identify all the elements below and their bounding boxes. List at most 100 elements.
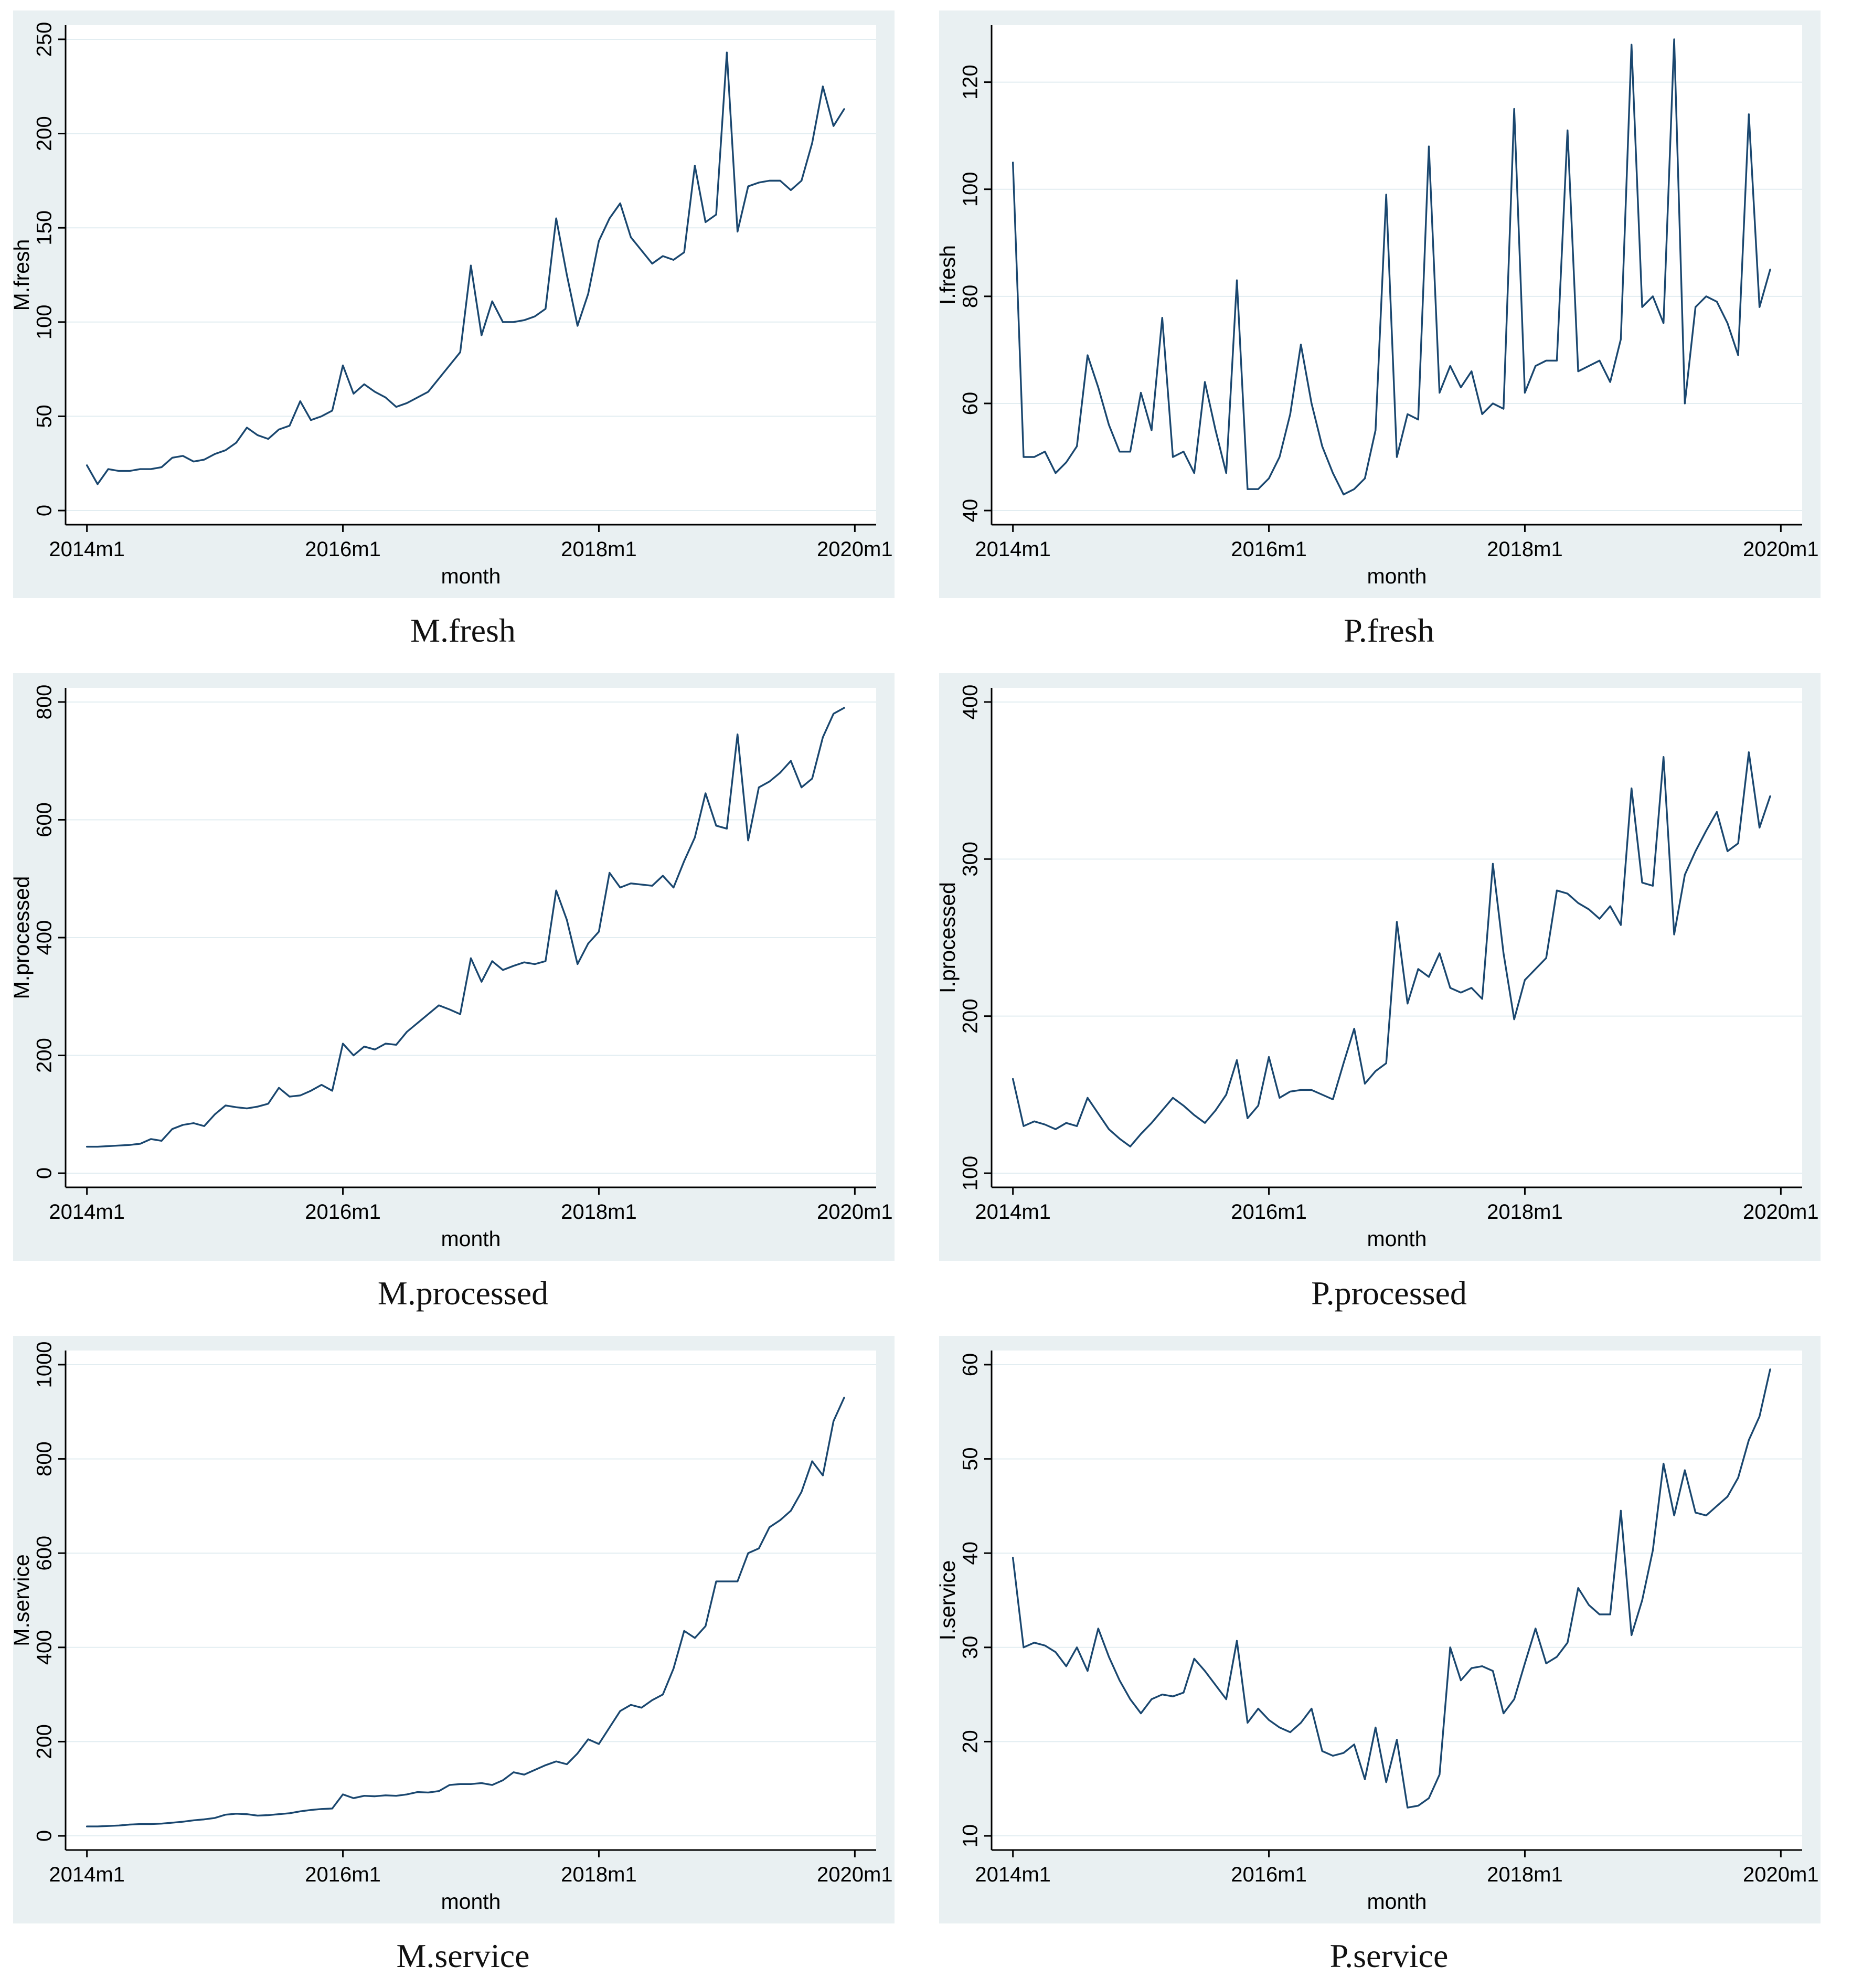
y-tick-label: 600 [33,802,56,837]
y-tick-label: 0 [33,1167,56,1179]
plot-area [992,688,1802,1187]
chart-panel-m-service: 0 200 400 600 800 1000 2014m1 2016m1 2018m1 2020m… [0,1325,926,1988]
y-tick-label: 60 [959,392,982,416]
y-tick-label: 0 [33,1830,56,1842]
y-tick-label: 200 [33,1724,56,1759]
chart-panel-m-fresh: 0 50 100 150 200 250 2014m1 2016m1 2018m1 2020m1 m… [0,0,926,663]
x-tick-label: 2014m1 [49,1200,125,1224]
x-tick-label: 2018m1 [561,1863,637,1886]
x-tick-label: 2020m1 [817,1200,893,1224]
x-tick-label: 2020m1 [1743,1200,1819,1224]
y-tick-label: 400 [33,1630,56,1665]
x-tick-label: 2018m1 [1487,538,1563,561]
y-tick-label: 200 [959,998,982,1034]
line-series [1012,38,1771,496]
chart-title: P.service [1329,1937,1449,1974]
x-tick-label: 2016m1 [305,1863,381,1886]
x-tick-label: 2018m1 [1487,1200,1563,1224]
line-series [86,1397,845,1827]
y-tick-label: 100 [959,172,982,207]
y-tick-label: 80 [959,285,982,309]
y-axis-title: I.fresh [939,245,960,305]
line-series [86,707,845,1148]
y-axis-title: M.fresh [13,239,34,311]
y-tick-label: 10 [959,1824,982,1848]
y-tick-label: 150 [33,210,56,246]
plot-area [992,1351,1802,1850]
chart-title: M.fresh [410,611,516,649]
y-tick-label: 30 [959,1636,982,1660]
x-tick-label: 2020m1 [817,1863,893,1886]
x-axis-title: month [1367,564,1427,588]
chart-frame: 100 200 300 400 2014m1 2016m1 2018m1 2020m1 mont… [939,673,1821,1261]
chart-panel-p-processed: 100 200 300 400 2014m1 2016m1 2018m1 2020m1 mont… [926,663,1852,1325]
plot-area [66,25,876,525]
y-tick-label: 800 [33,685,56,720]
y-tick-label: 200 [33,116,56,151]
y-tick-label: 1000 [33,1341,56,1388]
x-axis-title: month [1367,1889,1427,1913]
y-tick-label: 800 [33,1441,56,1476]
x-axis-title: month [441,1227,501,1251]
line-chart-p-processed: 100 200 300 400 2014m1 2016m1 2018m1 2020m1 mont… [939,685,1819,1251]
x-tick-label: 2014m1 [975,538,1051,561]
y-tick-label: 600 [33,1536,56,1571]
line-series [1012,751,1771,1147]
y-tick-label: 40 [959,1542,982,1565]
line-chart-m-processed: 0 200 400 600 800 2014m1 2016m1 2018m1 2020m1 mon… [13,685,893,1251]
y-tick-label: 20 [959,1730,982,1753]
y-tick-label: 100 [959,1156,982,1191]
x-tick-label: 2020m1 [1743,1863,1819,1886]
y-tick-label: 120 [959,65,982,100]
y-tick-label: 250 [33,22,56,57]
chart-panel-p-service: 10 20 30 40 50 60 2014m1 2016m1 2018m1 2020m1 mont… [926,1325,1852,1988]
x-axis-title: month [441,564,501,588]
x-tick-label: 2016m1 [305,538,381,561]
chart-frame: 40 60 80 100 120 2014m1 2016m1 2018m1 2020m1 mont… [939,10,1821,598]
y-tick-label: 60 [959,1353,982,1377]
x-tick-label: 2016m1 [1231,538,1307,561]
x-tick-label: 2020m1 [1743,538,1819,561]
y-tick-label: 40 [959,499,982,523]
x-tick-label: 2020m1 [817,538,893,561]
line-chart-p-service: 10 20 30 40 50 60 2014m1 2016m1 2018m1 2020m1 mont… [939,1351,1819,1913]
line-chart-p-fresh: 40 60 80 100 120 2014m1 2016m1 2018m1 2020m1 mont… [939,25,1819,588]
x-tick-label: 2016m1 [305,1200,381,1224]
line-chart-m-service: 0 200 400 600 800 1000 2014m1 2016m1 2018m1 2020m… [13,1341,893,1913]
chart-title: P.fresh [1344,611,1434,649]
y-tick-label: 400 [959,685,982,720]
y-tick-label: 200 [33,1038,56,1073]
line-series [1012,1368,1771,1809]
y-tick-label: 400 [33,920,56,955]
y-tick-label: 0 [33,505,56,516]
x-tick-label: 2014m1 [975,1863,1051,1886]
chart-title: M.service [396,1937,530,1974]
chart-frame: 0 200 400 600 800 1000 2014m1 2016m1 2018m1 2020m… [13,1336,895,1923]
x-axis-title: month [441,1889,501,1913]
x-tick-label: 2018m1 [561,1200,637,1224]
chart-frame: 0 200 400 600 800 2014m1 2016m1 2018m1 2020m1 mon… [13,673,895,1261]
y-tick-label: 50 [33,405,56,428]
chart-title: M.processed [377,1274,549,1312]
x-tick-label: 2014m1 [975,1200,1051,1224]
chart-frame: 10 20 30 40 50 60 2014m1 2016m1 2018m1 2020m1 mont… [939,1336,1821,1923]
line-series [86,51,845,485]
plot-area [66,1351,876,1850]
chart-title: P.processed [1311,1274,1467,1312]
y-axis-title: M.processed [13,876,34,1000]
y-tick-label: 300 [959,842,982,877]
line-chart-m-fresh: 0 50 100 150 200 250 2014m1 2016m1 2018m1 2020m1 m… [13,22,893,588]
y-axis-title: I.service [939,1560,960,1641]
y-tick-label: 100 [33,304,56,339]
x-tick-label: 2016m1 [1231,1863,1307,1886]
chart-panel-p-fresh: 40 60 80 100 120 2014m1 2016m1 2018m1 2020m1 mont… [926,0,1852,663]
chart-panel-m-processed: 0 200 400 600 800 2014m1 2016m1 2018m1 2020m1 mon… [0,663,926,1325]
x-axis-title: month [1367,1227,1427,1251]
x-tick-label: 2014m1 [49,1863,125,1886]
y-axis-title: M.service [13,1554,34,1646]
y-axis-title: I.processed [939,882,960,993]
x-tick-label: 2018m1 [561,538,637,561]
x-tick-label: 2014m1 [49,538,125,561]
x-tick-label: 2016m1 [1231,1200,1307,1224]
